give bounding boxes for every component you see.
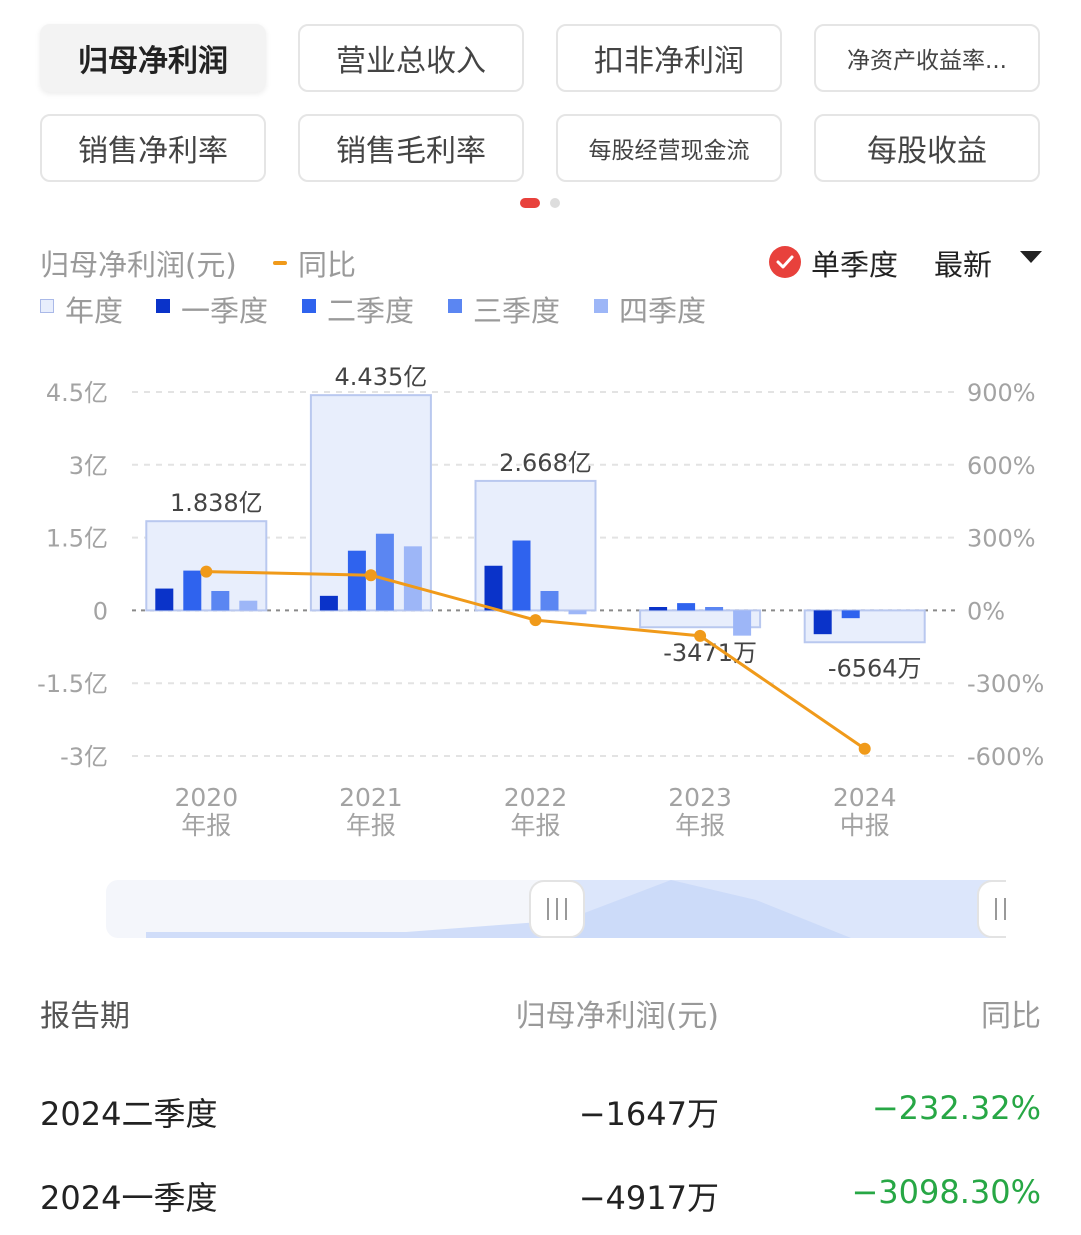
tab-net-profit-parent[interactable]: 归母净利润 bbox=[40, 24, 266, 92]
table-row[interactable]: 2024一季度 −4917万 −3098.30% bbox=[40, 1151, 1041, 1235]
single-quarter-toggle[interactable]: 单季度 bbox=[811, 248, 899, 282]
pager-dots bbox=[0, 198, 1081, 210]
x-tick-period: 年报 bbox=[675, 811, 725, 840]
legend-label-q4: 四季度 bbox=[619, 294, 707, 328]
yoy-point bbox=[529, 614, 542, 627]
y-left-tick-label: 3亿 bbox=[69, 452, 108, 480]
annual-bar bbox=[639, 609, 762, 629]
pager-dot[interactable] bbox=[550, 198, 560, 208]
chart-header: 归母净利润(元) 同比 单季度 最新 bbox=[40, 240, 1042, 284]
net-profit-chart: 4.5亿 3亿 1.5亿 0 -1.5亿 -3亿 900% 600% 300% 0% -300% -6… bbox=[37, 363, 1044, 840]
quarter-bar bbox=[484, 565, 503, 611]
legend-label-annual: 年度 bbox=[65, 294, 124, 328]
y-right-tick-label: 300% bbox=[967, 525, 1036, 553]
quarter-bar bbox=[319, 595, 338, 611]
slider-handle[interactable] bbox=[977, 880, 1006, 938]
header-period: 报告期 bbox=[40, 999, 130, 1034]
y-left-tick-label: -3亿 bbox=[60, 743, 108, 771]
y-right-tick-label: -300% bbox=[967, 670, 1044, 698]
dropdown-triangle-icon[interactable] bbox=[1020, 250, 1042, 269]
yoy-point bbox=[200, 565, 213, 578]
quarter-bar bbox=[375, 533, 394, 611]
tab-deducted-net-profit[interactable]: 扣非净利润 bbox=[556, 24, 782, 92]
x-tick-period: 年报 bbox=[510, 811, 560, 840]
annual-value-label: 1.838亿 bbox=[170, 489, 263, 517]
annual-value-label: 4.435亿 bbox=[335, 363, 428, 391]
quarter-bar bbox=[403, 546, 422, 611]
annual-value-label: -6564万 bbox=[828, 654, 922, 682]
tab-roe[interactable]: 净资产收益率... bbox=[814, 24, 1040, 92]
quarter-bar bbox=[733, 610, 752, 636]
cell-yoy: −232.32% bbox=[871, 1089, 1041, 1127]
header-value: 归母净利润(元) bbox=[515, 999, 719, 1034]
legend-swatch-q2 bbox=[302, 299, 316, 313]
x-tick-period: 年报 bbox=[181, 811, 231, 840]
cell-yoy: −3098.30% bbox=[851, 1173, 1041, 1211]
quarter-bar bbox=[155, 588, 174, 611]
x-tick-period: 年报 bbox=[346, 811, 396, 840]
yoy-legend-label: 同比 bbox=[298, 248, 357, 282]
y-right-tick-label: 900% bbox=[967, 379, 1036, 407]
series-legend: 年度 一季度 二季度 三季度 四季度 bbox=[40, 288, 1041, 328]
checkbox-checked-icon[interactable] bbox=[769, 246, 801, 278]
legend-swatch-q3 bbox=[448, 299, 462, 313]
y-right-tick-label: 0% bbox=[967, 597, 1005, 625]
yoy-point bbox=[694, 629, 707, 642]
y-left-tick-label: 0 bbox=[93, 597, 108, 625]
quarter-bar bbox=[705, 607, 724, 611]
x-tick-year: 2024 bbox=[833, 783, 897, 812]
quarter-bar bbox=[649, 607, 668, 611]
x-tick-period: 中报 bbox=[840, 811, 890, 840]
legend-label-q1: 一季度 bbox=[181, 294, 269, 328]
x-tick-year: 2022 bbox=[504, 783, 568, 812]
quarter-bar bbox=[239, 600, 258, 611]
slider-preview-area bbox=[146, 880, 851, 938]
legend-label-q3: 三季度 bbox=[473, 294, 561, 328]
tab-total-revenue[interactable]: 营业总收入 bbox=[298, 24, 524, 92]
metric-label: 归母净利润(元) bbox=[40, 248, 237, 282]
tab-operating-cashflow-per-share[interactable]: 每股经营现金流 bbox=[556, 114, 782, 182]
x-tick-year: 2023 bbox=[668, 783, 732, 812]
x-tick-year: 2020 bbox=[174, 783, 238, 812]
cell-value: −1647万 bbox=[578, 1095, 719, 1133]
yoy-point bbox=[858, 742, 871, 755]
annual-value-label: 2.668亿 bbox=[499, 449, 592, 477]
x-tick-year: 2021 bbox=[339, 783, 403, 812]
tab-eps[interactable]: 每股收益 bbox=[814, 114, 1040, 182]
quarter-bar bbox=[568, 610, 587, 615]
tab-gross-margin[interactable]: 销售毛利率 bbox=[298, 114, 524, 182]
cell-value: −4917万 bbox=[578, 1179, 719, 1217]
legend-label-q2: 二季度 bbox=[327, 294, 415, 328]
y-right-tick-label: 600% bbox=[967, 452, 1036, 480]
quarter-bar bbox=[211, 590, 230, 611]
y-left-tick-label: 4.5亿 bbox=[46, 379, 108, 407]
quarter-bar bbox=[183, 570, 202, 611]
data-table: 报告期 归母净利润(元) 同比 2024二季度 −1647万 −232.32% … bbox=[40, 985, 1041, 1235]
sort-select[interactable]: 最新 bbox=[934, 248, 993, 282]
header-yoy: 同比 bbox=[981, 999, 1041, 1034]
quarter-bar bbox=[540, 590, 559, 611]
y-left-tick-label: 1.5亿 bbox=[46, 525, 108, 553]
legend-swatch-q1 bbox=[156, 299, 170, 313]
quarter-bar bbox=[841, 610, 860, 619]
range-slider[interactable] bbox=[106, 880, 1006, 938]
table-row[interactable]: 2024二季度 −1647万 −232.32% bbox=[40, 1067, 1041, 1151]
quarter-bar bbox=[813, 610, 832, 635]
tab-net-margin[interactable]: 销售净利率 bbox=[40, 114, 266, 182]
quarter-bar bbox=[677, 603, 696, 611]
legend-swatch-annual bbox=[40, 299, 54, 313]
pager-dot-active[interactable] bbox=[520, 198, 540, 208]
yoy-legend-swatch bbox=[273, 261, 287, 265]
cell-period: 2024一季度 bbox=[40, 1179, 218, 1217]
y-right-tick-label: -600% bbox=[967, 743, 1044, 771]
cell-period: 2024二季度 bbox=[40, 1095, 218, 1133]
yoy-point bbox=[364, 569, 377, 582]
legend-swatch-q4 bbox=[594, 299, 608, 313]
quarter-bar bbox=[347, 550, 366, 611]
quarter-bar bbox=[512, 540, 531, 611]
table-header: 报告期 归母净利润(元) 同比 bbox=[40, 985, 1041, 1043]
y-left-tick-label: -1.5亿 bbox=[37, 670, 108, 698]
